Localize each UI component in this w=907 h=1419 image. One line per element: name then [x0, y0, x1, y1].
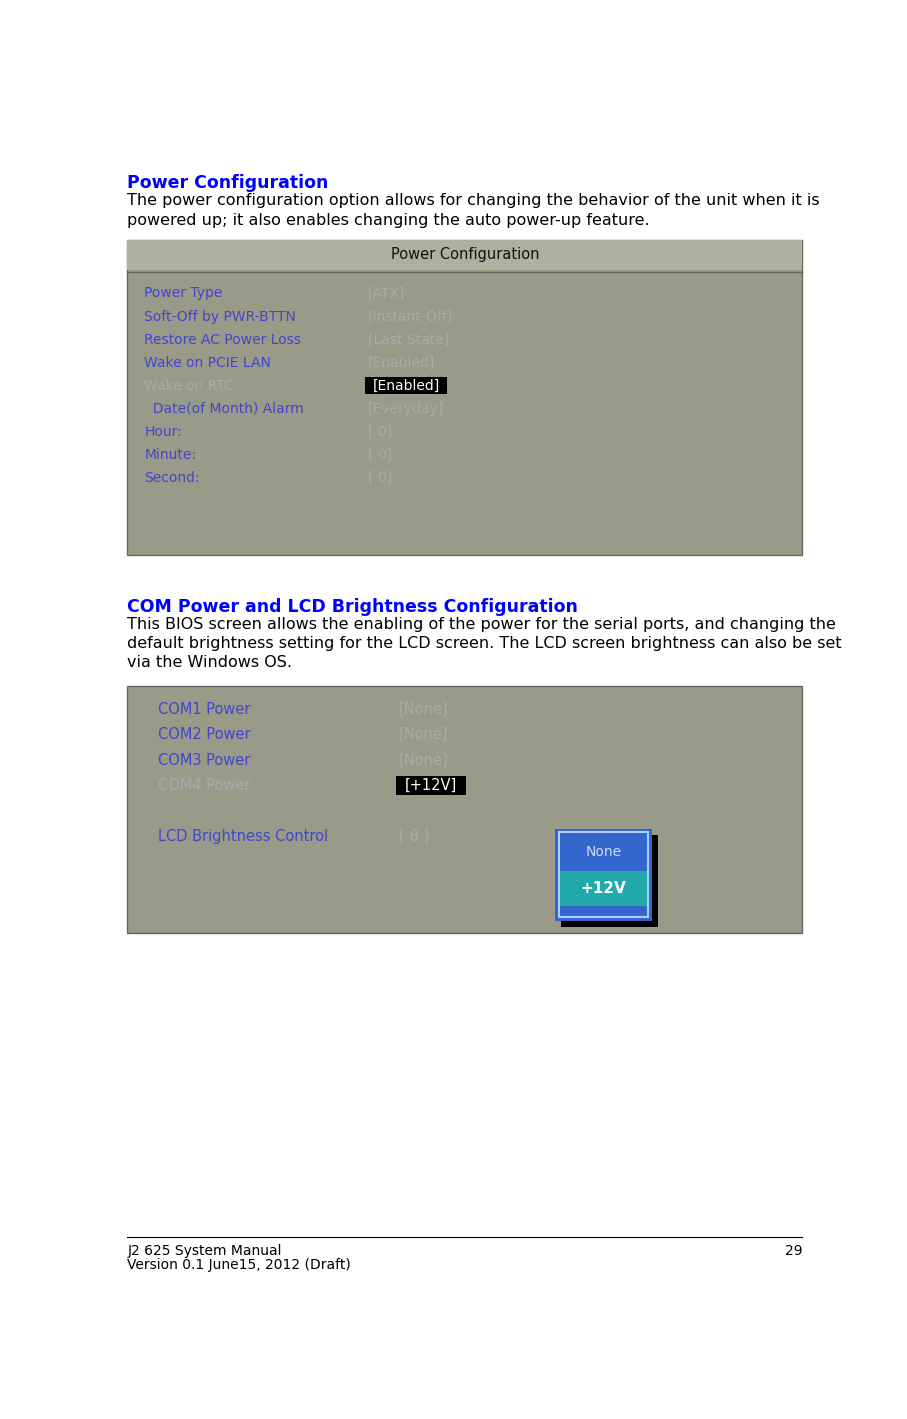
- Bar: [127, 240, 803, 555]
- Text: powered up; it also enables changing the auto power-up feature.: powered up; it also enables changing the…: [127, 213, 650, 227]
- Text: [Enabled]: [Enabled]: [367, 356, 434, 370]
- Text: [Instant-Off]: [Instant-Off]: [367, 309, 453, 324]
- Text: LCD Brightness Control: LCD Brightness Control: [159, 829, 328, 844]
- Text: COM3 Power: COM3 Power: [159, 752, 250, 768]
- Text: [Last State]: [Last State]: [367, 332, 449, 346]
- Text: [None]: [None]: [398, 727, 448, 742]
- Text: None: None: [586, 844, 621, 858]
- Bar: [396, 776, 466, 795]
- Text: Minute:: Minute:: [144, 448, 197, 463]
- Text: Second:: Second:: [144, 471, 200, 485]
- Text: Power Type: Power Type: [144, 287, 223, 301]
- Text: J2 625 System Manual: J2 625 System Manual: [127, 1244, 282, 1259]
- Text: [ 0]: [ 0]: [367, 426, 392, 438]
- Text: [ATX]: [ATX]: [367, 287, 405, 301]
- Text: The power configuration option allows for changing the behavior of the unit when: The power configuration option allows fo…: [127, 193, 820, 209]
- Text: [None]: [None]: [398, 752, 448, 768]
- Bar: [127, 687, 803, 932]
- Text: Hour:: Hour:: [144, 426, 182, 438]
- Text: Restore AC Power Loss: Restore AC Power Loss: [144, 332, 301, 346]
- Text: via the Windows OS.: via the Windows OS.: [127, 656, 292, 670]
- Text: Date(of Month) Alarm: Date(of Month) Alarm: [144, 402, 304, 416]
- Text: [ 8 ]: [ 8 ]: [398, 829, 429, 844]
- Text: COM2 Power: COM2 Power: [159, 727, 251, 742]
- Text: Wake on RTC: Wake on RTC: [144, 379, 234, 393]
- Bar: [127, 240, 803, 271]
- Text: Power Configuration: Power Configuration: [127, 175, 328, 192]
- Text: Wake on PCIE LAN: Wake on PCIE LAN: [144, 356, 271, 370]
- Text: Version 0.1 June15, 2012 (Draft): Version 0.1 June15, 2012 (Draft): [127, 1259, 351, 1273]
- Bar: [560, 871, 648, 905]
- Bar: [559, 833, 649, 917]
- Text: [Everyday]: [Everyday]: [367, 402, 444, 416]
- Text: Soft-Off by PWR-BTTN: Soft-Off by PWR-BTTN: [144, 309, 297, 324]
- Bar: [366, 377, 446, 394]
- Text: [None]: [None]: [398, 702, 448, 717]
- Text: [ 0]: [ 0]: [367, 471, 392, 485]
- Text: COM1 Power: COM1 Power: [159, 702, 251, 717]
- Text: 29: 29: [785, 1244, 803, 1259]
- Text: COM4 Power: COM4 Power: [159, 778, 251, 793]
- Bar: [561, 834, 658, 927]
- Text: [Enabled]: [Enabled]: [372, 379, 440, 393]
- Text: default brightness setting for the LCD screen. The LCD screen brightness can als: default brightness setting for the LCD s…: [127, 636, 842, 651]
- Text: Power Configuration: Power Configuration: [391, 247, 539, 263]
- Text: This BIOS screen allows the enabling of the power for the serial ports, and chan: This BIOS screen allows the enabling of …: [127, 617, 836, 631]
- Bar: [555, 829, 652, 921]
- Text: COM Power and LCD Brightness Configuration: COM Power and LCD Brightness Configurati…: [127, 597, 578, 616]
- Text: [+12V]: [+12V]: [405, 778, 457, 793]
- Text: +12V: +12V: [580, 881, 627, 895]
- Text: [ 0]: [ 0]: [367, 448, 392, 463]
